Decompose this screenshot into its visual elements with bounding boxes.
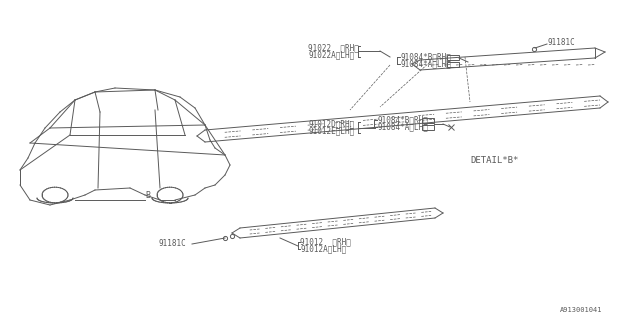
Text: 91022A〈LH〉: 91022A〈LH〉 (308, 51, 355, 60)
Text: 91012E〈LH〉: 91012E〈LH〉 (308, 126, 355, 135)
Text: 91022  〈RH〉: 91022 〈RH〉 (308, 44, 359, 52)
Bar (422, 118, 434, 123)
Text: A913001041: A913001041 (560, 307, 602, 313)
Text: B: B (145, 190, 150, 199)
Text: 91012A〈LH〉: 91012A〈LH〉 (300, 244, 346, 253)
Text: 91181C: 91181C (158, 239, 186, 249)
Bar (422, 125, 434, 130)
Text: 91181C: 91181C (547, 37, 575, 46)
Text: 91084*A〈LH〉: 91084*A〈LH〉 (400, 60, 451, 68)
Text: 91012D〈RH〉: 91012D〈RH〉 (308, 119, 355, 129)
Bar (447, 62, 459, 67)
Text: 91084*A〈LH〉: 91084*A〈LH〉 (377, 123, 428, 132)
Text: 91084*B〈RH〉: 91084*B〈RH〉 (377, 116, 428, 124)
Bar (447, 55, 459, 60)
Text: 91012  〈RH〉: 91012 〈RH〉 (300, 237, 351, 246)
Text: 91084*B〈RH〉: 91084*B〈RH〉 (400, 52, 451, 61)
Text: DETAIL*B*: DETAIL*B* (470, 156, 518, 164)
